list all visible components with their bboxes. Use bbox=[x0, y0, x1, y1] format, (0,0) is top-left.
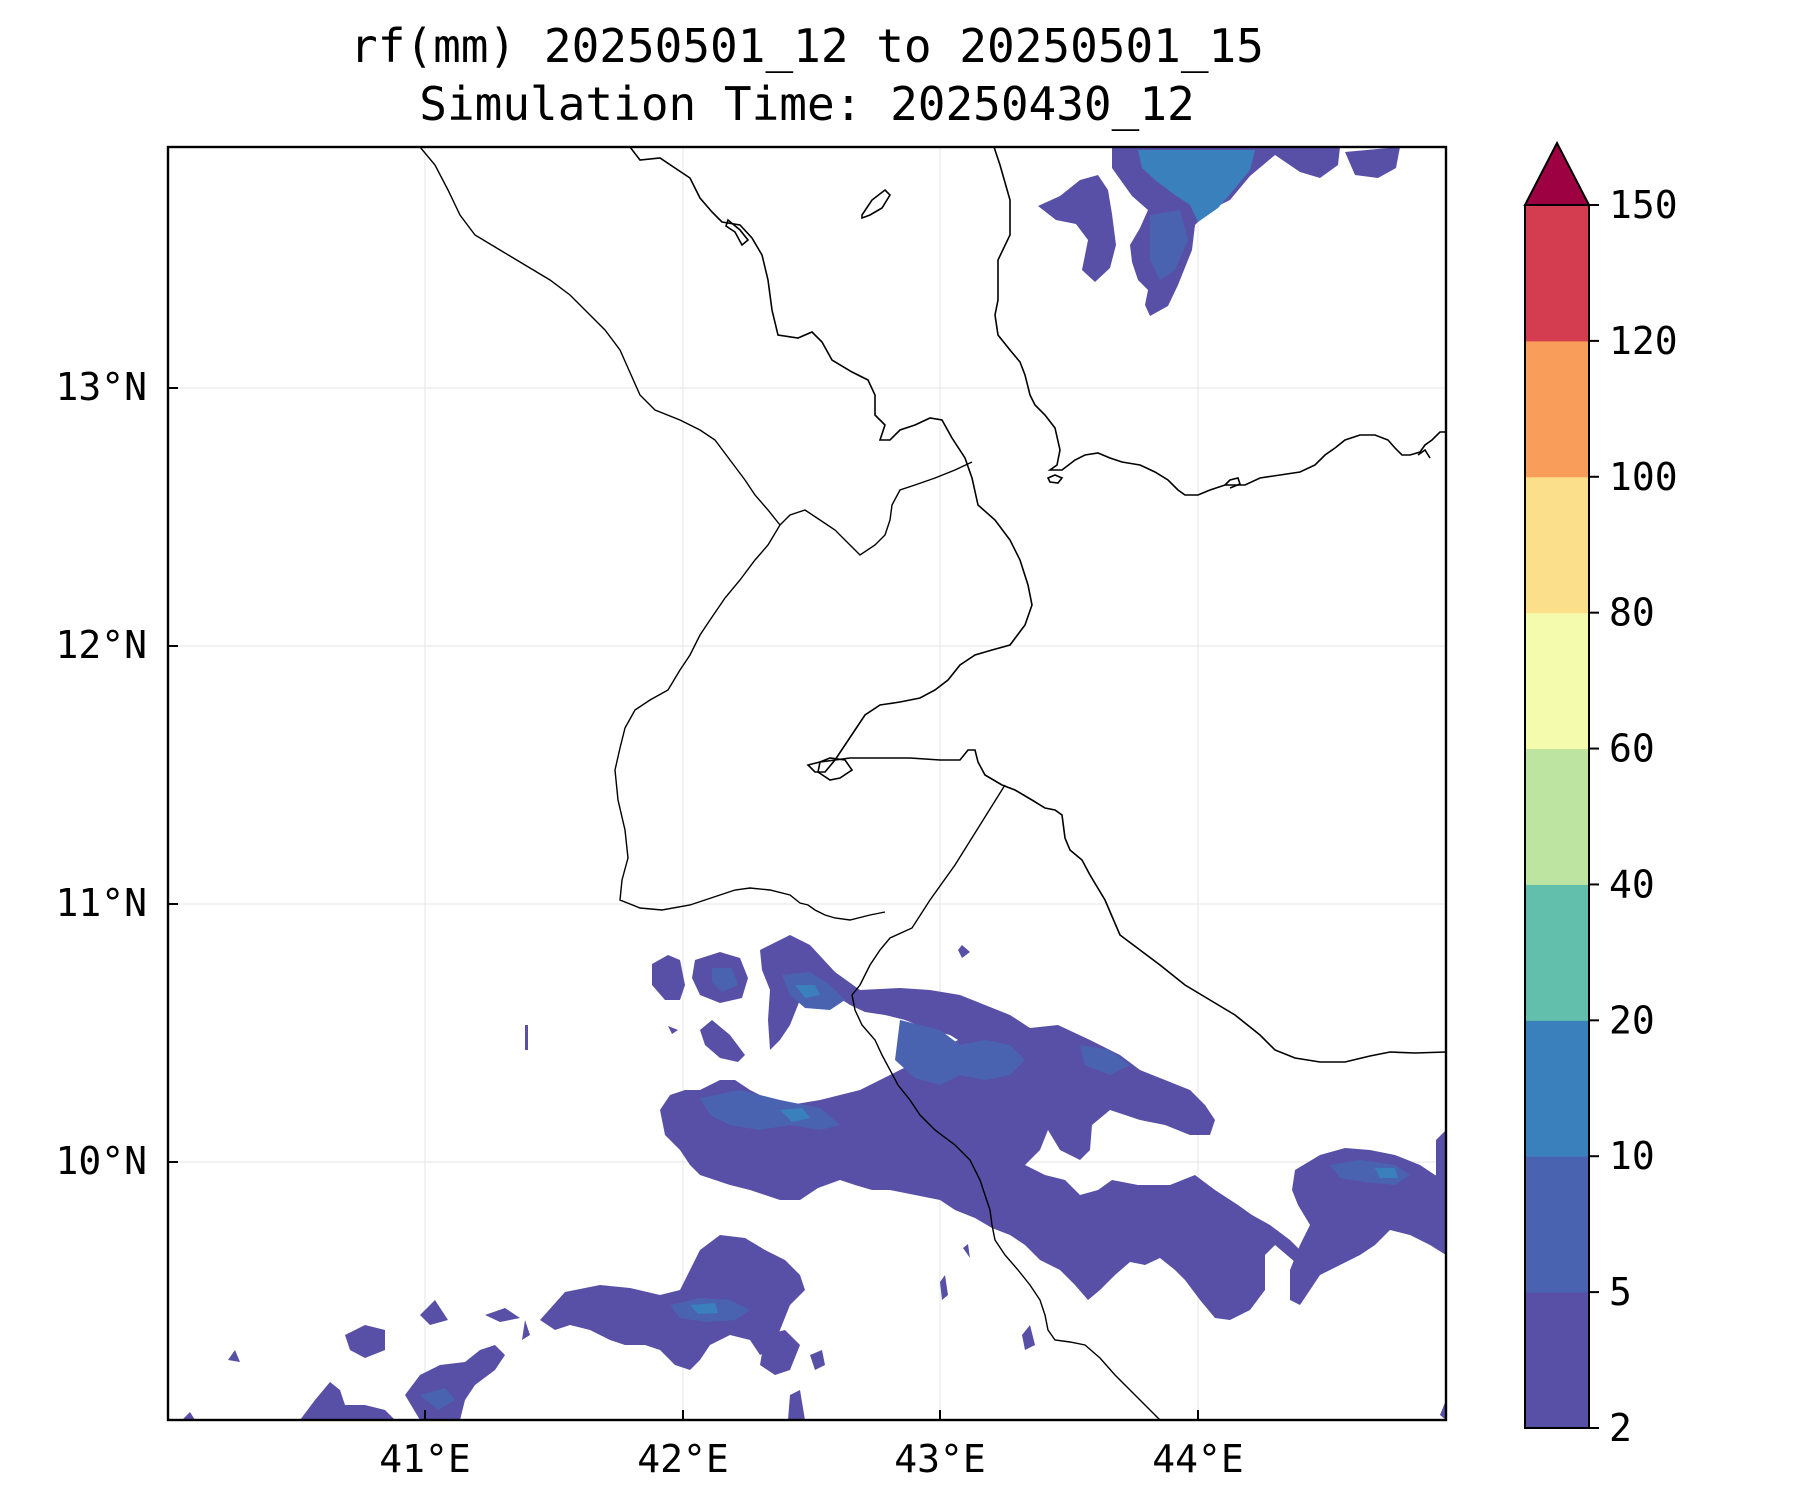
rain-region-central bbox=[660, 935, 1300, 1320]
colorbar-tick-label: 120 bbox=[1609, 319, 1678, 363]
rain-region-central-core-3 bbox=[700, 1090, 840, 1130]
border-eritrea-ethiopia bbox=[419, 147, 781, 526]
rain-blob-7 bbox=[345, 1325, 385, 1358]
rain-blob-6 bbox=[958, 945, 970, 958]
coastline-arabia-detail-2 bbox=[1417, 448, 1431, 459]
colorbar-tick-label: 2 bbox=[1609, 1406, 1632, 1450]
coastline-gulf-south bbox=[817, 757, 854, 781]
map-title-line1: rf(mm) 20250501_12 to 20250501_15 bbox=[350, 19, 1264, 73]
rain-blob-10 bbox=[228, 1350, 240, 1362]
rain-blob-13 bbox=[810, 1350, 825, 1370]
rain-region-east-core bbox=[1330, 1160, 1410, 1185]
rain-blob-17 bbox=[963, 1244, 970, 1258]
colorbar-segment bbox=[1525, 1156, 1589, 1293]
colorbar-segment bbox=[1525, 476, 1589, 614]
rain-region-central-core-5 bbox=[895, 1020, 1025, 1085]
colorbar-tick-label: 40 bbox=[1609, 862, 1655, 906]
colorbar-tick-label: 80 bbox=[1609, 591, 1655, 635]
map-title-line2: Simulation Time: 20250430_12 bbox=[419, 77, 1194, 131]
coastline-east-africa bbox=[629, 147, 1446, 1063]
colorbar-tick-label: 100 bbox=[1609, 455, 1678, 499]
map-frame bbox=[166, 145, 1448, 1422]
lat-tick-label-13: 13°N bbox=[55, 365, 147, 409]
rain-blob-14 bbox=[788, 1390, 805, 1420]
lat-tick-label-12: 12°N bbox=[55, 623, 147, 667]
lon-axis: 41°E 42°E 43°E 44°E bbox=[379, 1410, 1244, 1481]
island-1 bbox=[861, 188, 892, 220]
colorbar-segment bbox=[1525, 612, 1589, 750]
rain-region-north-core-2 bbox=[1150, 210, 1188, 280]
colorbar-tick-label: 150 bbox=[1609, 183, 1678, 227]
colorbar-segment bbox=[1525, 748, 1589, 885]
rain-blob-15 bbox=[1022, 1325, 1035, 1350]
lat-tick-label-11: 11°N bbox=[55, 881, 147, 925]
colorbar-tick-label: 10 bbox=[1609, 1134, 1655, 1178]
rain-blob-19 bbox=[182, 1412, 195, 1420]
rain-region-north-2 bbox=[1038, 175, 1116, 282]
rain-blob-12 bbox=[760, 1330, 800, 1375]
coastlines bbox=[629, 147, 1446, 1063]
colorbar-segment bbox=[1525, 205, 1589, 342]
rain-region-southwest bbox=[540, 1235, 805, 1370]
lon-tick-label-44: 44°E bbox=[1152, 1437, 1244, 1481]
rain-region-east bbox=[1290, 1148, 1446, 1305]
rain-region-east-core-2 bbox=[1375, 1168, 1398, 1178]
rain-blob-1 bbox=[652, 955, 685, 1000]
island-3 bbox=[725, 218, 750, 247]
lon-tick-label-42: 42°E bbox=[637, 1437, 729, 1481]
rain-blob-11 bbox=[522, 1320, 530, 1340]
border-djibouti-somalia bbox=[851, 784, 1161, 1420]
colorbar-tick-label: 20 bbox=[1609, 998, 1655, 1042]
colorbar-tick-label: 5 bbox=[1609, 1270, 1632, 1314]
gridlines bbox=[168, 147, 1446, 1420]
colorbar-frame bbox=[1524, 204, 1590, 1429]
rain-region-north-core bbox=[1138, 150, 1255, 222]
rain-region-central-core-2 bbox=[795, 985, 820, 998]
colorbar: 2 5 10 20 40 60 80 100 120 150 bbox=[1523, 140, 1678, 1450]
rain-blob-18 bbox=[1440, 1400, 1446, 1420]
rain-region-central-core-4 bbox=[780, 1108, 810, 1122]
lat-axis: 13°N 12°N 11°N 10°N bbox=[55, 365, 178, 1183]
rain-blob-9 bbox=[485, 1308, 520, 1322]
border-djibouti-ethiopia bbox=[614, 524, 886, 921]
lon-tick-label-43: 43°E bbox=[894, 1437, 986, 1481]
colorbar-segment bbox=[1525, 884, 1589, 1021]
rainfall-field bbox=[182, 147, 1446, 1420]
rain-region-east-2 bbox=[1436, 1130, 1446, 1195]
border-djibouti-north bbox=[779, 461, 973, 556]
colorbar-segment bbox=[1525, 1292, 1589, 1429]
rain-region-far-southwest-core bbox=[420, 1388, 455, 1410]
rain-blob-3 bbox=[700, 1020, 745, 1062]
rain-region-north-3 bbox=[1345, 147, 1400, 178]
map-panel: 41°E 42°E 43°E 44°E 13°N 12°N 11°N 10°N bbox=[55, 145, 1448, 1481]
colorbar-extend-arrow bbox=[1523, 140, 1591, 206]
rain-region-southwest-core-2 bbox=[690, 1303, 718, 1314]
colorbar-segment bbox=[1525, 1020, 1589, 1157]
lon-tick-label-41: 41°E bbox=[379, 1437, 471, 1481]
rain-blob-5 bbox=[668, 1026, 678, 1034]
rain-region-central-core-6 bbox=[1080, 1045, 1130, 1075]
rain-region-far-southwest-2 bbox=[300, 1382, 395, 1420]
rain-blob-8 bbox=[420, 1300, 448, 1325]
coastline-arabia bbox=[993, 147, 1446, 496]
rain-blob-16 bbox=[940, 1275, 948, 1300]
country-borders bbox=[419, 147, 1161, 1420]
lat-tick-label-10: 10°N bbox=[55, 1139, 147, 1183]
coastline-arabia-detail bbox=[1224, 477, 1241, 489]
island-2 bbox=[1046, 474, 1064, 484]
rain-blob-2-core bbox=[712, 968, 738, 992]
rain-blob-4 bbox=[525, 1025, 528, 1050]
colorbar-tick-label: 60 bbox=[1609, 727, 1655, 771]
colorbar-segment bbox=[1525, 340, 1589, 478]
